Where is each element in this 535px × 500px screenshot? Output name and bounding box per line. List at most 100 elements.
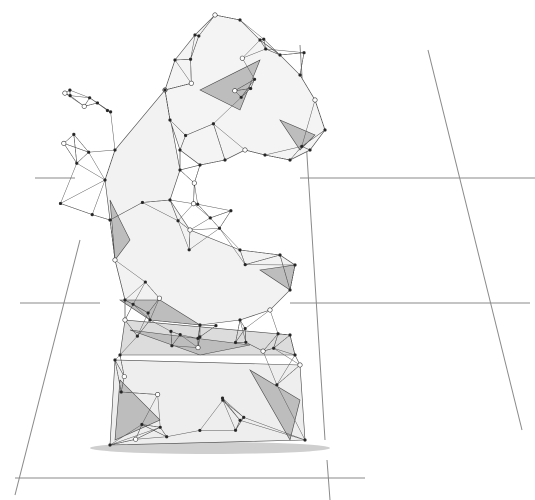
wire: [197, 204, 211, 219]
node: [229, 209, 233, 213]
wire: [262, 351, 278, 385]
wire: [88, 152, 106, 181]
wire: [169, 199, 194, 204]
node: [178, 148, 182, 152]
wire: [242, 39, 261, 59]
wire: [214, 14, 241, 21]
wire: [185, 123, 214, 136]
wire: [110, 111, 116, 151]
node: [272, 346, 276, 350]
node: [75, 161, 79, 165]
node: [297, 362, 303, 368]
wire: [164, 59, 176, 91]
wire: [241, 79, 255, 98]
wire: [235, 417, 244, 431]
node: [135, 334, 139, 338]
wire: [239, 249, 246, 265]
wire: [263, 39, 266, 50]
wire: [194, 14, 216, 36]
wire: [109, 427, 161, 446]
wire: [145, 281, 160, 299]
wire: [219, 228, 241, 251]
wire: [239, 319, 247, 343]
node: [90, 213, 94, 217]
wire: [104, 149, 116, 181]
wire: [239, 249, 281, 256]
wire: [190, 34, 196, 60]
node: [198, 163, 202, 167]
node: [184, 133, 188, 138]
node: [176, 219, 180, 223]
wire: [157, 394, 161, 428]
wire: [234, 88, 251, 92]
wire: [60, 163, 78, 204]
wire: [213, 123, 246, 151]
node: [68, 94, 72, 98]
node: [143, 280, 147, 284]
wire: [194, 183, 198, 205]
wire: [239, 319, 246, 329]
wire: [262, 333, 279, 352]
node: [95, 101, 100, 105]
wire: [189, 228, 220, 231]
wire: [141, 424, 161, 428]
wire: [132, 304, 151, 321]
wire: [97, 102, 108, 111]
wire: [276, 364, 301, 386]
wire: [213, 97, 242, 124]
node: [312, 97, 318, 103]
wire: [60, 203, 93, 215]
wire: [199, 400, 224, 431]
wire: [142, 199, 171, 203]
knight: [58, 12, 327, 447]
shadow: [90, 442, 330, 454]
wire: [263, 39, 281, 56]
wire: [301, 129, 326, 147]
wire: [244, 149, 266, 156]
facet: [109, 199, 131, 261]
wire: [314, 99, 326, 131]
board-line: [14, 239, 81, 496]
wire: [193, 183, 195, 204]
wire: [114, 259, 146, 283]
node: [288, 158, 292, 162]
node: [170, 344, 174, 348]
node: [146, 311, 150, 315]
node: [156, 295, 162, 301]
node: [108, 443, 112, 447]
node: [212, 12, 218, 18]
wire: [219, 228, 246, 265]
node: [233, 428, 238, 432]
wire: [197, 324, 201, 339]
node: [323, 128, 327, 132]
wire: [180, 334, 199, 348]
wire: [193, 203, 211, 219]
node: [58, 201, 63, 206]
wire: [265, 48, 305, 53]
node: [244, 340, 248, 344]
node: [140, 200, 145, 205]
wire: [179, 149, 201, 166]
wire: [133, 304, 149, 314]
node: [62, 90, 68, 96]
wire: [264, 146, 302, 156]
node: [298, 73, 302, 77]
node: [238, 318, 242, 322]
wire: [149, 319, 172, 332]
wire: [242, 48, 266, 59]
wire: [170, 331, 181, 335]
node: [165, 435, 169, 439]
node: [198, 428, 202, 433]
wire: [132, 281, 146, 305]
wire: [177, 203, 194, 221]
wire: [164, 83, 192, 91]
wire: [276, 384, 306, 441]
wire: [180, 334, 198, 339]
node: [278, 253, 282, 257]
node: [242, 415, 246, 419]
wire: [88, 149, 116, 153]
wire: [119, 354, 125, 377]
node: [252, 77, 257, 81]
node: [122, 317, 128, 323]
node: [87, 150, 91, 154]
